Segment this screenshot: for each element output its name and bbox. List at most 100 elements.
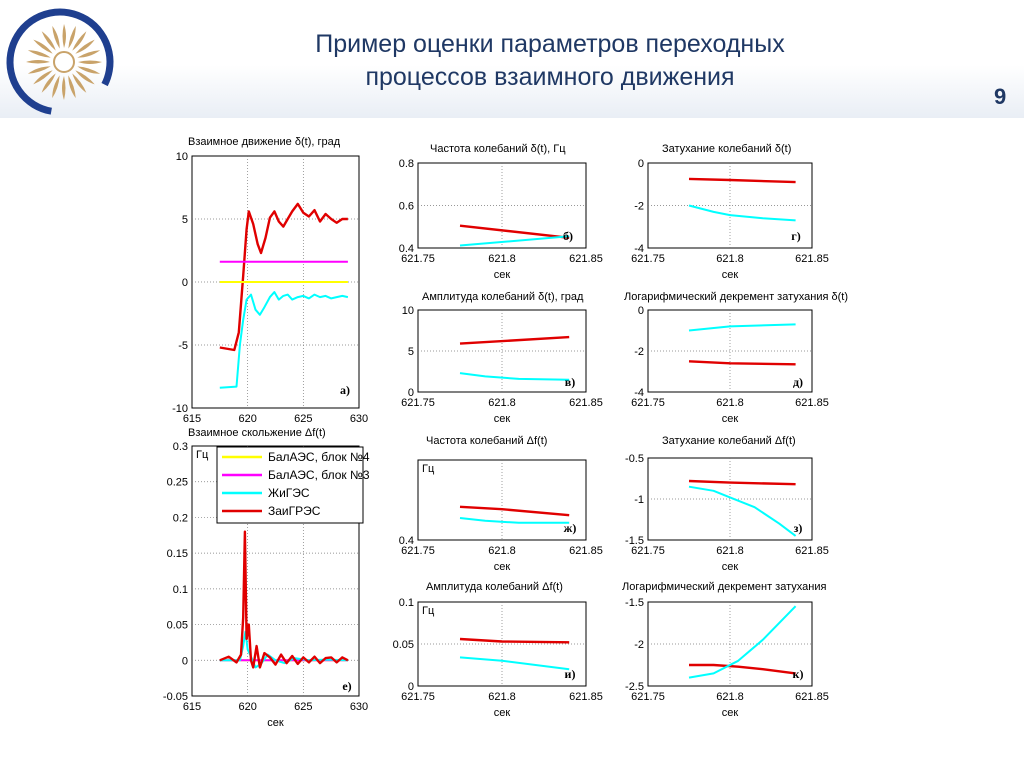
x-axis-label: сек: [722, 707, 739, 719]
x-tick-label: 621.8: [488, 691, 516, 703]
x-tick-label: 615: [183, 413, 201, 425]
x-tick-label: 621.75: [631, 545, 665, 557]
chart-title: Частота колебаний Δf(t): [426, 435, 547, 447]
series-line: [459, 235, 570, 247]
chart-title: Частота колебаний δ(t), Гц: [430, 143, 566, 155]
legend-label: ЖиГЭС: [268, 486, 310, 500]
x-tick-label: 621.85: [795, 253, 829, 265]
chart-a: Взаимное движение δ(t), град 615 620 625 630…: [172, 136, 368, 425]
x-tick-label: 621.75: [631, 691, 665, 703]
logo-ray: [41, 73, 56, 93]
series-line: [459, 372, 570, 381]
y-tick-label: -5: [178, 340, 188, 352]
x-tick-label: 615: [183, 701, 201, 713]
y-tick-label: 0.25: [167, 477, 188, 489]
panel-label: и): [565, 667, 576, 681]
logo-ray: [26, 60, 50, 64]
x-tick-label: 620: [238, 413, 256, 425]
y-tick-label: 10: [402, 305, 414, 317]
panel-label: е): [342, 679, 351, 693]
sun-logo-icon: [4, 6, 116, 123]
x-tick-label: 621.75: [631, 253, 665, 265]
x-axis-label: сек: [267, 717, 284, 729]
y-axis-label: Гц: [422, 463, 435, 475]
x-tick-label: 621.85: [569, 253, 603, 265]
logo-ray: [68, 75, 76, 99]
chart-z: Затухание колебаний Δf(t) 621.75 621.8 621.…: [625, 435, 829, 573]
panel-label: з): [794, 521, 803, 535]
y-tick-label: 0.05: [393, 639, 414, 651]
chart-k: Логарифмический декремент затухания 621.7…: [622, 581, 829, 719]
y-tick-label: 0.2: [173, 512, 188, 524]
panel-label: ж): [564, 521, 577, 535]
x-axis-label: сек: [494, 561, 511, 573]
y-tick-label: 0.4: [399, 535, 414, 547]
y-tick-label: 0.1: [399, 597, 414, 609]
legend-label: БалАЭС, блок №4: [268, 450, 370, 464]
y-tick-label: 0.4: [399, 243, 414, 255]
y-tick-label: 10: [176, 151, 188, 163]
page-number: 9: [994, 84, 1007, 109]
series-line: [688, 360, 796, 366]
chart-d: Логарифмический декремент затухания δ(t)…: [624, 291, 848, 425]
chart-title: Логарифмический декремент затухания: [622, 581, 826, 593]
logo-ray: [41, 31, 56, 51]
y-tick-label: 0.05: [167, 620, 188, 632]
series-line: [688, 204, 796, 222]
chart-g: Затухание колебаний δ(t) 621.75 621.8 621.8…: [631, 143, 829, 281]
y-tick-label: -4: [634, 243, 644, 255]
logo-ray: [52, 75, 60, 99]
series-line: [459, 335, 570, 345]
x-tick-label: 625: [294, 701, 312, 713]
x-tick-label: 621.8: [716, 545, 744, 557]
logo-ray: [27, 50, 51, 58]
x-axis-label: сек: [722, 561, 739, 573]
series-line: [688, 177, 796, 184]
panel-label: г): [791, 229, 800, 243]
y-tick-label: 0.6: [399, 201, 414, 213]
y-tick-label: 0: [638, 158, 644, 170]
series-line: [459, 637, 570, 644]
y-tick-label: -1: [634, 494, 644, 506]
y-tick-label: 0: [408, 681, 414, 693]
logo-ray: [52, 25, 60, 49]
series-line: [688, 479, 796, 486]
x-tick-label: 630: [350, 413, 368, 425]
legend-label: ЗаиГРЭС: [268, 504, 321, 518]
logo-ray: [78, 60, 102, 64]
slide-title-line-1: Пример оценки параметров переходных: [315, 30, 785, 58]
series-line: [459, 505, 570, 517]
y-tick-label: 0: [182, 655, 188, 667]
series-line: [219, 202, 348, 352]
y-tick-label: -2: [634, 639, 644, 651]
chart-title: Амплитуда колебаний Δf(t): [426, 581, 563, 593]
x-tick-label: 621.8: [488, 545, 516, 557]
slide-title-line-2: процессов взаимного движения: [365, 63, 735, 91]
y-tick-label: 0: [408, 387, 414, 399]
panel-label: б): [563, 229, 573, 243]
x-tick-label: 621.8: [716, 691, 744, 703]
series-line: [219, 291, 349, 389]
x-axis-label: сек: [722, 413, 739, 425]
x-tick-label: 621.8: [488, 253, 516, 265]
legend-label: БалАЭС, блок №3: [268, 468, 370, 482]
series-line: [219, 530, 349, 669]
x-tick-label: 621.85: [795, 397, 829, 409]
logo-ray: [75, 39, 95, 54]
y-tick-label: -10: [172, 403, 188, 415]
y-tick-label: 5: [408, 346, 414, 358]
series-line: [688, 605, 797, 679]
chart-title: Затухание колебаний Δf(t): [662, 435, 796, 447]
panel-label: д): [793, 375, 803, 389]
y-axis-label: Гц: [196, 449, 209, 461]
panel-label: в): [565, 375, 575, 389]
logo-ray: [62, 76, 66, 100]
chart-b: Частота колебаний δ(t), Гц 621.75 621.8 621…: [399, 143, 603, 281]
slide-title: Пример оценки параметров переходных проц…: [230, 28, 870, 94]
chart-i: Амплитуда колебаний Δf(t) 621.75 621.8 621.…: [393, 581, 603, 719]
chart-title: Логарифмический декремент затухания δ(t): [624, 291, 848, 303]
x-tick-label: 621.85: [795, 545, 829, 557]
series-line: [459, 517, 570, 524]
x-tick-label: 621.75: [631, 397, 665, 409]
